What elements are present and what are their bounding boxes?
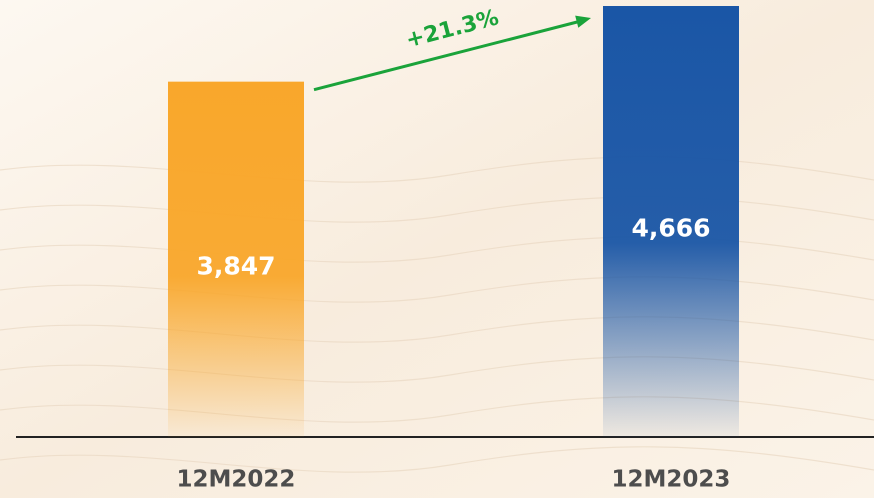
- x-tick-label: 12M2022: [177, 467, 296, 493]
- growth-arrow-head: [575, 15, 591, 28]
- growth-arrow: [313, 19, 582, 92]
- x-tick-label: 12M2023: [612, 467, 731, 493]
- wave-pattern: [0, 156, 874, 473]
- bar: [168, 81, 304, 437]
- value-label: 4,666: [631, 214, 710, 243]
- bar: [603, 6, 739, 437]
- value-label: 3,847: [196, 251, 275, 280]
